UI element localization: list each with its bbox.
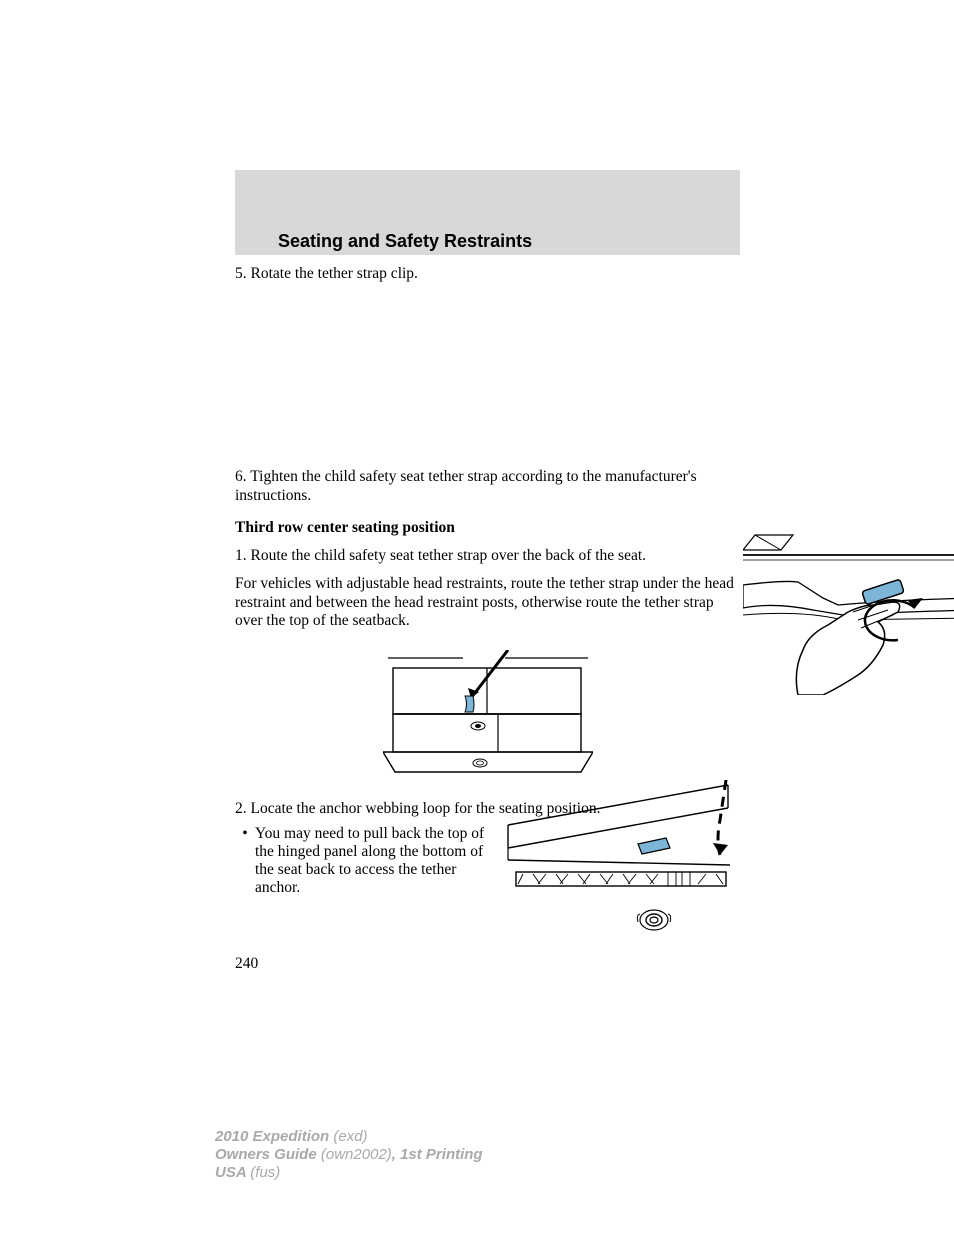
- step5-text: 5. Rotate the tether strap clip.: [235, 265, 485, 283]
- footer-line3: USA (fus): [215, 1164, 483, 1182]
- footer: 2010 Expedition (exd) Owners Guide (own2…: [215, 1128, 483, 1182]
- page-number: 240: [235, 955, 258, 973]
- footer-printing: , 1st Printing: [392, 1146, 483, 1163]
- footer-code2: (own2002): [321, 1146, 392, 1163]
- footer-model: 2010 Expedition: [215, 1128, 333, 1145]
- figure-anchor-panel: [498, 780, 740, 940]
- section-heading: Seating and Safety Restraints: [278, 231, 532, 252]
- footer-code1: (exd): [333, 1128, 367, 1145]
- footer-guide: Owners Guide: [215, 1146, 321, 1163]
- footer-region: USA: [215, 1164, 250, 1181]
- page: Seating and Safety Restraints 5. Rotate …: [0, 0, 954, 1235]
- step1-text: 1. Route the child safety seat tether st…: [235, 547, 740, 565]
- bullet-dot-icon: •: [235, 825, 255, 898]
- footer-line1: 2010 Expedition (exd): [215, 1128, 483, 1146]
- footer-line2: Owners Guide (own2002), 1st Printing: [215, 1146, 483, 1164]
- subheading: Third row center seating position: [235, 519, 740, 537]
- bullet-text: You may need to pull back the top of the…: [255, 825, 490, 898]
- figure-tether-clip: [743, 530, 954, 695]
- step6-text: 6. Tighten the child safety seat tether …: [235, 468, 740, 505]
- figure-seat-back: [383, 650, 593, 780]
- para1-text: For vehicles with adjustable head restra…: [235, 575, 740, 630]
- footer-code3: (fus): [250, 1164, 280, 1181]
